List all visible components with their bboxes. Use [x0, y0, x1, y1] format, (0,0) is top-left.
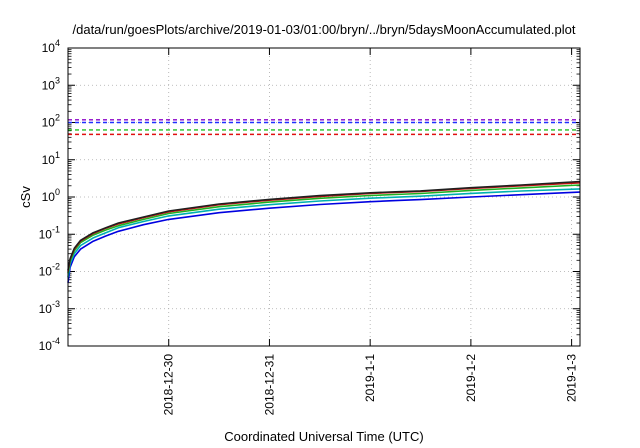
- x-tick-label: 2018-12-31: [262, 354, 276, 416]
- plot-frame: [67, 47, 581, 347]
- y-tick-label: 100: [42, 187, 60, 204]
- x-tick-label: 2019-1-3: [565, 354, 579, 402]
- x-axis-label: Coordinated Universal Time (UTC): [224, 429, 423, 444]
- y-tick-label: 103: [42, 75, 60, 92]
- series-line: [67, 180, 581, 271]
- x-tick-label: 2019-1-2: [464, 354, 478, 402]
- y-axis-ticks: 10-4 10-3 10-2 10-1 100 101 102 103 104: [39, 38, 580, 353]
- x-axis-ticks: 2018-12-30 2018-12-31 2019-1-1 2019-1-2 2019…: [162, 48, 579, 415]
- y-tick-label: 10-4: [39, 336, 60, 353]
- threshold-lines: [68, 119, 580, 136]
- x-tick-label: 2019-1-1: [363, 354, 377, 402]
- y-tick-label: 104: [42, 38, 60, 55]
- y-tick-label: 102: [42, 113, 60, 130]
- series-lines: [67, 180, 581, 283]
- series-line: [67, 184, 581, 274]
- series-line: [67, 191, 581, 283]
- y-tick-label: 10-2: [39, 262, 60, 279]
- y-tick-label: 10-1: [39, 224, 60, 241]
- y-tick-label: 10-3: [39, 299, 60, 316]
- y-axis-label: cSv: [18, 186, 33, 208]
- y-tick-label: 101: [42, 150, 60, 167]
- series-line: [67, 188, 581, 278]
- x-tick-label: 2018-12-30: [162, 354, 176, 416]
- grid: [68, 48, 580, 346]
- chart-title: /data/run/goesPlots/archive/2019-01-03/0…: [73, 22, 576, 37]
